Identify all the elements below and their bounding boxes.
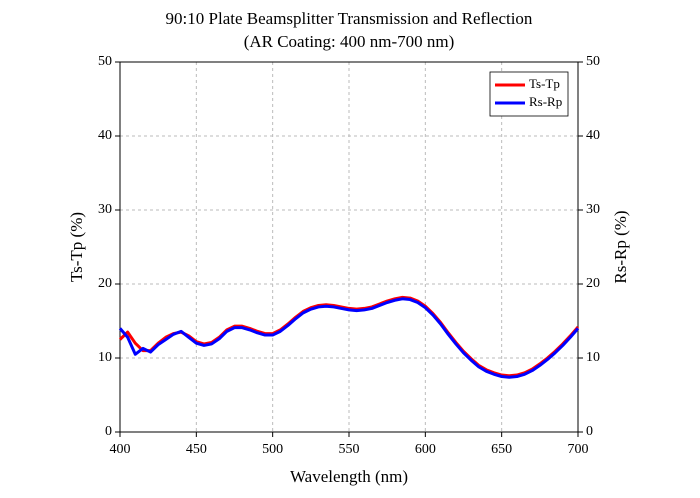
x-tick-label: 550	[339, 442, 360, 457]
y2-tick-label: 30	[586, 202, 600, 217]
y-tick-label: 10	[98, 350, 112, 365]
legend-label: Rs-Rp	[529, 94, 562, 109]
plot-frame	[119, 61, 579, 433]
x-tick-label: 650	[491, 442, 512, 457]
x-tick-label: 400	[110, 442, 131, 457]
y2-tick-label: 20	[586, 276, 600, 291]
x-tick-label: 500	[262, 442, 283, 457]
x-tick-label: 700	[568, 442, 589, 457]
y2-tick-label: 10	[586, 350, 600, 365]
y-tick-label: 30	[98, 202, 112, 217]
y-tick-label: 40	[98, 128, 112, 143]
y-tick-label: 0	[105, 424, 112, 439]
y2-tick-label: 40	[586, 128, 600, 143]
data-line	[118, 297, 580, 379]
y-tick-label: 20	[98, 276, 112, 291]
x-tick-label: 450	[186, 442, 207, 457]
y2-tick-label: 0	[586, 424, 593, 439]
y2-tick-label: 50	[586, 54, 600, 69]
x-tick-label: 600	[415, 442, 436, 457]
legend-label: Ts-Tp	[529, 76, 560, 91]
chart-subtitle: (AR Coating: 400 nm-700 nm)	[244, 32, 455, 51]
y-tick-label: 50	[98, 54, 112, 69]
legend-box	[489, 71, 569, 117]
x-axis-label: Wavelength (nm)	[290, 467, 408, 486]
y-axis-label: Ts-Tp (%)	[67, 212, 86, 282]
y2-axis-label: Rs-Rp (%)	[611, 210, 630, 283]
chart-title: 90:10 Plate Beamsplitter Transmission an…	[166, 9, 533, 28]
